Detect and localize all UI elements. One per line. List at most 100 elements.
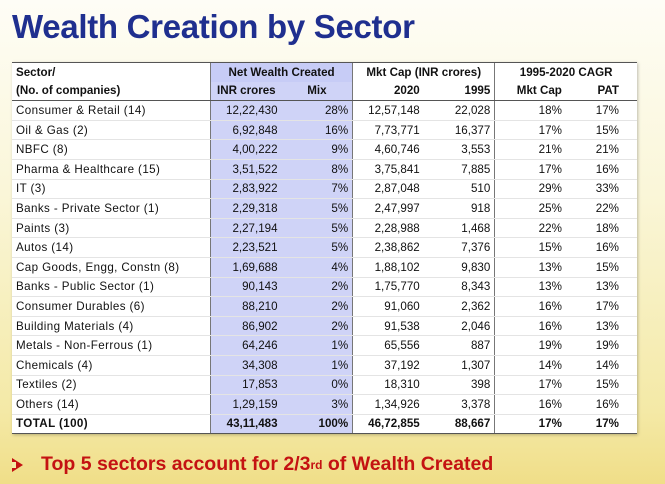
cagr-mkt-cap-cell: 13% [494,277,566,298]
mkt-cap-1995-cell: 88,667 [423,413,495,435]
cagr-pat-cell: 18% [565,218,637,239]
nw-inr-header: INR crores [209,81,282,102]
mkt-cap-1995-cell: 398 [423,375,495,396]
sector-cell: Textiles (2) [12,375,211,396]
table-row: Banks - Private Sector (1) 2,29,318 5% 2,47… [12,198,637,219]
cagr-mkt-cap-cell: 13% [494,257,566,278]
sector-cell: Autos (14) [12,237,211,258]
cagr-mcap-header: Mkt Cap [494,81,566,102]
sector-cell: Consumer & Retail (14) [12,100,211,121]
mkt-cap-1995-cell: 16,377 [423,120,495,141]
net-wealth-mix-cell: 8% [281,159,353,180]
table-row: IT (3) 2,83,922 7% 2,87,048 510 29% 33% [12,179,637,200]
mkt-cap-2020-cell: 3,75,841 [352,159,424,180]
mkt-cap-1995-cell: 3,378 [423,394,495,415]
mkt-cap-group-header: Mkt Cap (INR crores) [352,61,495,82]
cagr-pat-cell: 22% [565,198,637,219]
sector-cell: Paints (3) [12,218,211,239]
nw-mix-header: Mix [281,81,353,102]
mkt-cap-2020-cell: 65,556 [352,335,424,356]
cagr-mkt-cap-cell: 17% [494,413,566,435]
sector-header-line2: (No. of companies) [12,81,211,102]
mkt-cap-1995-cell: 22,028 [423,100,495,121]
mkt-cap-2020-cell: 1,34,926 [352,394,424,415]
table-row: NBFC (8) 4,00,222 9% 4,60,746 3,553 21% 21% [12,139,637,160]
net-wealth-mix-cell: 2% [281,277,353,298]
table-row: Autos (14) 2,23,521 5% 2,38,862 7,376 15% 16% [12,237,637,258]
cagr-pat-cell: 33% [565,179,637,200]
cagr-mkt-cap-cell: 21% [494,139,566,160]
cagr-mkt-cap-cell: 16% [494,316,566,337]
cagr-pat-cell: 15% [565,120,637,141]
net-wealth-inr-cell: 86,902 [209,316,282,337]
sector-cell: Oil & Gas (2) [12,120,211,141]
cagr-mkt-cap-cell: 17% [494,120,566,141]
net-wealth-inr-cell: 90,143 [209,277,282,298]
net-wealth-mix-cell: 5% [281,218,353,239]
mcap-1995-header: 1995 [423,81,495,102]
sector-cell: NBFC (8) [12,139,211,160]
mkt-cap-2020-cell: 4,60,746 [352,139,424,160]
footer-text-after: of Wealth Created [322,453,494,475]
sector-cell: Pharma & Healthcare (15) [12,159,211,180]
footer-text-before: Top 5 sectors account for 2/3 [41,453,311,475]
mcap-2020-header: 2020 [352,81,424,102]
net-wealth-inr-cell: 6,92,848 [209,120,282,141]
sector-cell: Cap Goods, Engg, Constn (8) [12,257,211,278]
net-wealth-mix-cell: 7% [281,179,353,200]
net-wealth-inr-cell: 4,00,222 [209,139,282,160]
footer-note: Top 5 sectors account for 2/3 rd of Wealt… [12,453,493,476]
net-wealth-inr-cell: 64,246 [209,335,282,356]
table-row: Building Materials (4) 86,902 2% 91,538 2,04… [12,316,637,337]
table-header-row-1: Sector/ Net Wealth Created Mkt Cap (INR … [12,61,637,82]
cagr-pat-cell: 15% [565,257,637,278]
net-wealth-mix-cell: 5% [281,198,353,219]
sector-header-line1: Sector/ [12,61,211,82]
sector-cell: Metals - Non-Ferrous (1) [12,335,211,356]
cagr-group-header: 1995-2020 CAGR [494,61,637,82]
mkt-cap-1995-cell: 918 [423,198,495,219]
sector-cell: TOTAL (100) [12,413,211,435]
arrow-bullet-icon [12,457,23,472]
cagr-mkt-cap-cell: 16% [494,296,566,317]
sector-cell: Consumer Durables (6) [12,296,211,317]
table-row: Others (14) 1,29,159 3% 1,34,926 3,378 16% 16% [12,394,637,415]
mkt-cap-2020-cell: 1,88,102 [352,257,424,278]
mkt-cap-2020-cell: 46,72,855 [352,413,424,435]
mkt-cap-1995-cell: 510 [423,179,495,200]
net-wealth-inr-cell: 1,69,688 [209,257,282,278]
net-wealth-inr-cell: 34,308 [209,355,282,376]
net-wealth-mix-cell: 2% [281,296,353,317]
cagr-pat-cell: 16% [565,159,637,180]
table-header-row-2: (No. of companies) INR crores Mix 2020 1… [12,81,637,102]
cagr-pat-cell: 17% [565,413,637,435]
mkt-cap-2020-cell: 37,192 [352,355,424,376]
net-wealth-inr-cell: 2,29,318 [209,198,282,219]
mkt-cap-2020-cell: 1,75,770 [352,277,424,298]
table-row: Banks - Public Sector (1) 90,143 2% 1,75,77… [12,277,637,298]
net-wealth-inr-cell: 2,83,922 [209,179,282,200]
cagr-pat-cell: 17% [565,100,637,121]
mkt-cap-1995-cell: 7,376 [423,237,495,258]
net-wealth-mix-cell: 100% [281,413,353,435]
table-body: Consumer & Retail (14) 12,22,430 28% 12,57,… [12,100,637,435]
mkt-cap-1995-cell: 9,830 [423,257,495,278]
cagr-mkt-cap-cell: 18% [494,100,566,121]
net-wealth-inr-cell: 43,11,483 [209,413,282,435]
sector-wealth-table: Sector/ Net Wealth Created Mkt Cap (INR … [12,61,637,435]
net-wealth-mix-cell: 1% [281,355,353,376]
net-wealth-inr-cell: 2,27,194 [209,218,282,239]
cagr-mkt-cap-cell: 19% [494,335,566,356]
table-row: Paints (3) 2,27,194 5% 2,28,988 1,468 22% 18% [12,218,637,239]
table-row: Consumer Durables (6) 88,210 2% 91,060 2,362… [12,296,637,317]
total-row: TOTAL (100) 43,11,483 100% 46,72,855 88,667 1… [12,413,637,435]
sector-cell: Chemicals (4) [12,355,211,376]
net-wealth-mix-cell: 5% [281,237,353,258]
mkt-cap-2020-cell: 12,57,148 [352,100,424,121]
cagr-mkt-cap-cell: 15% [494,237,566,258]
table-row: Metals - Non-Ferrous (1) 64,246 1% 65,556 88… [12,335,637,356]
table-row: Chemicals (4) 34,308 1% 37,192 1,307 14% 14% [12,355,637,376]
mkt-cap-2020-cell: 2,28,988 [352,218,424,239]
cagr-pat-header: PAT [565,81,637,102]
mkt-cap-1995-cell: 2,046 [423,316,495,337]
